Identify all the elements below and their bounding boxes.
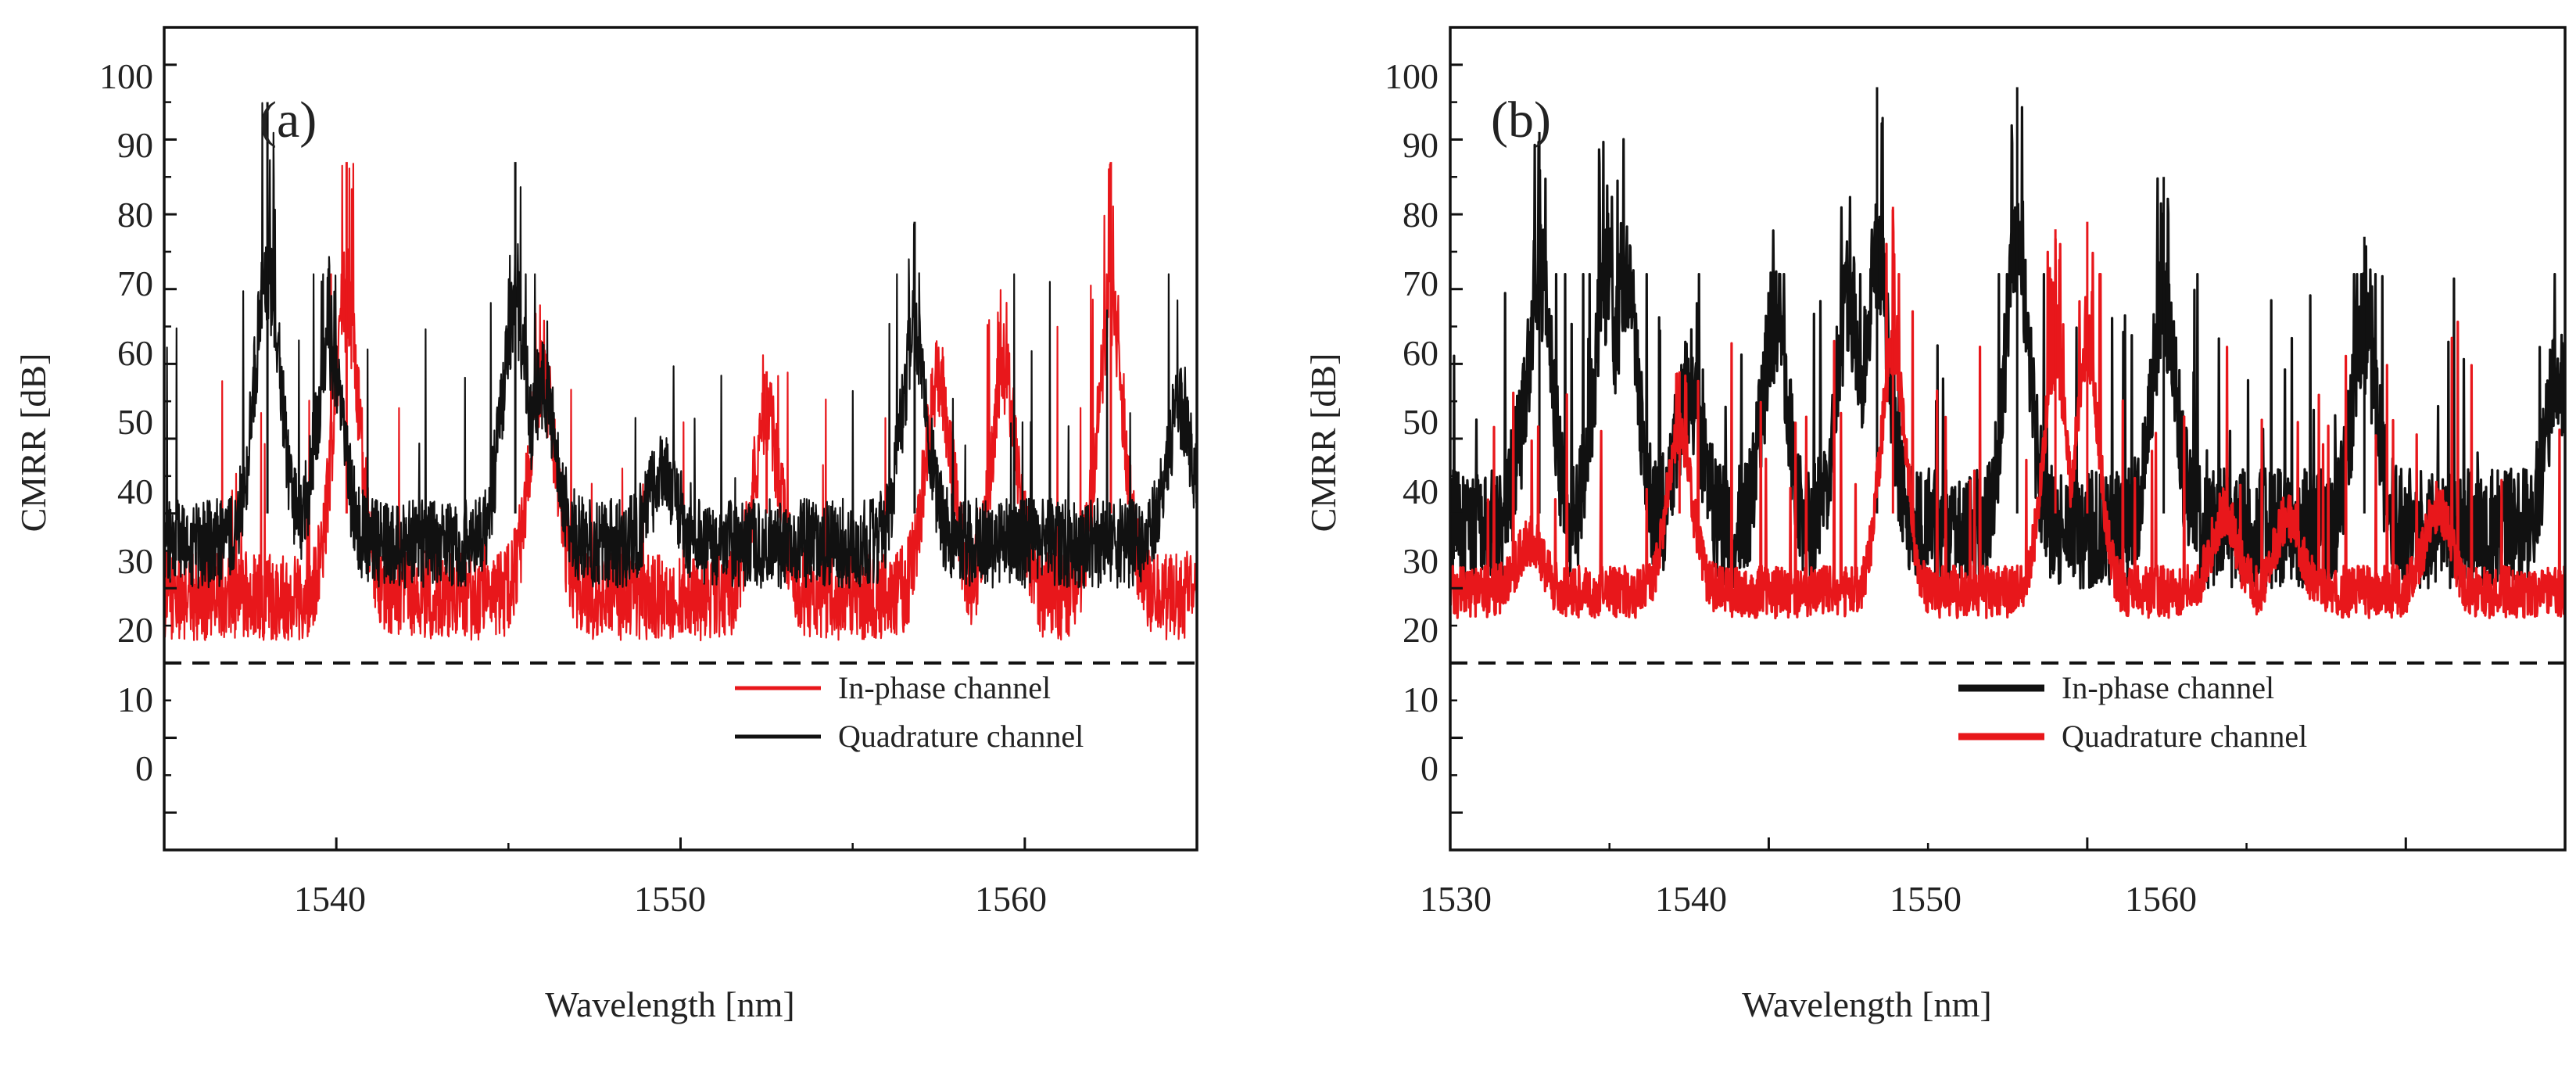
y-tick-label-a: 100 [99, 56, 153, 96]
y-tick-label-a: 50 [117, 402, 153, 442]
x-tick-label-b: 1530 [1420, 879, 1492, 919]
plot-area-a [164, 102, 1197, 642]
x-tick-label-b: 1550 [1890, 879, 1962, 919]
series-line-quadrature [1450, 209, 2565, 620]
plot-area-b [1450, 87, 2565, 620]
y-tick-label-a: 10 [117, 680, 153, 719]
y-tick-label-b: 30 [1403, 541, 1438, 581]
y-tick-label-b: 40 [1403, 472, 1438, 511]
y-tick-label-a: 30 [117, 541, 153, 581]
y-tick-label-b: 60 [1403, 333, 1438, 373]
axes-frame [1449, 26, 2567, 852]
x-tick-label-a: 1550 [634, 879, 706, 919]
y-tick-label-a: 90 [117, 125, 153, 165]
y-tick-label-a: 20 [117, 610, 153, 650]
x-axis-label-a: Wavelength [nm] [545, 984, 794, 1024]
series-line-quadrature [164, 102, 1197, 590]
y-tick-label-b: 80 [1403, 195, 1438, 235]
x-tick-label-b: 1540 [1655, 879, 1727, 919]
chart-panel-a: 100 90 80 70 60 50 40 30 20 10 0 1540 15… [13, 56, 1047, 1024]
y-tick-label-b: 50 [1403, 402, 1438, 442]
y-tick-label-b: 100 [1385, 56, 1438, 96]
series-line-in-phase [1450, 106, 2565, 590]
y-axis-label-a: CMRR [dB] [13, 353, 53, 532]
y-tick-label-b: 70 [1403, 264, 1438, 303]
x-tick-label-b: 1560 [2125, 879, 2197, 919]
legend-entry: In-phase channel [838, 670, 1051, 705]
y-tick-label-b: 20 [1403, 610, 1438, 650]
y-tick-label-b: 90 [1403, 125, 1438, 165]
legend-entry: In-phase channel [2062, 670, 2274, 705]
y-tick-label-a: 70 [117, 264, 153, 303]
chart-panel-b: 100 90 80 70 60 50 40 30 20 10 0 1530 15… [1303, 56, 2197, 1024]
x-tick-label-a: 1560 [975, 879, 1047, 919]
x-tick-label-a: 1540 [294, 879, 366, 919]
legend-entry: Quadrature channel [2062, 719, 2307, 754]
y-axis-label-b: CMRR [dB] [1303, 353, 1343, 532]
x-axis-label-b: Wavelength [nm] [1742, 984, 1991, 1024]
y-tick-label-a: 0 [135, 748, 153, 788]
y-tick-label-b: 10 [1403, 680, 1438, 719]
panel-label: (b) [1491, 91, 1551, 149]
y-tick-label-a: 40 [117, 472, 153, 511]
panel-label: (a) [260, 91, 317, 149]
y-tick-label-b: 0 [1421, 748, 1438, 788]
y-tick-label-a: 80 [117, 195, 153, 235]
y-tick-label-a: 60 [117, 333, 153, 373]
legend-entry: Quadrature channel [838, 719, 1084, 754]
